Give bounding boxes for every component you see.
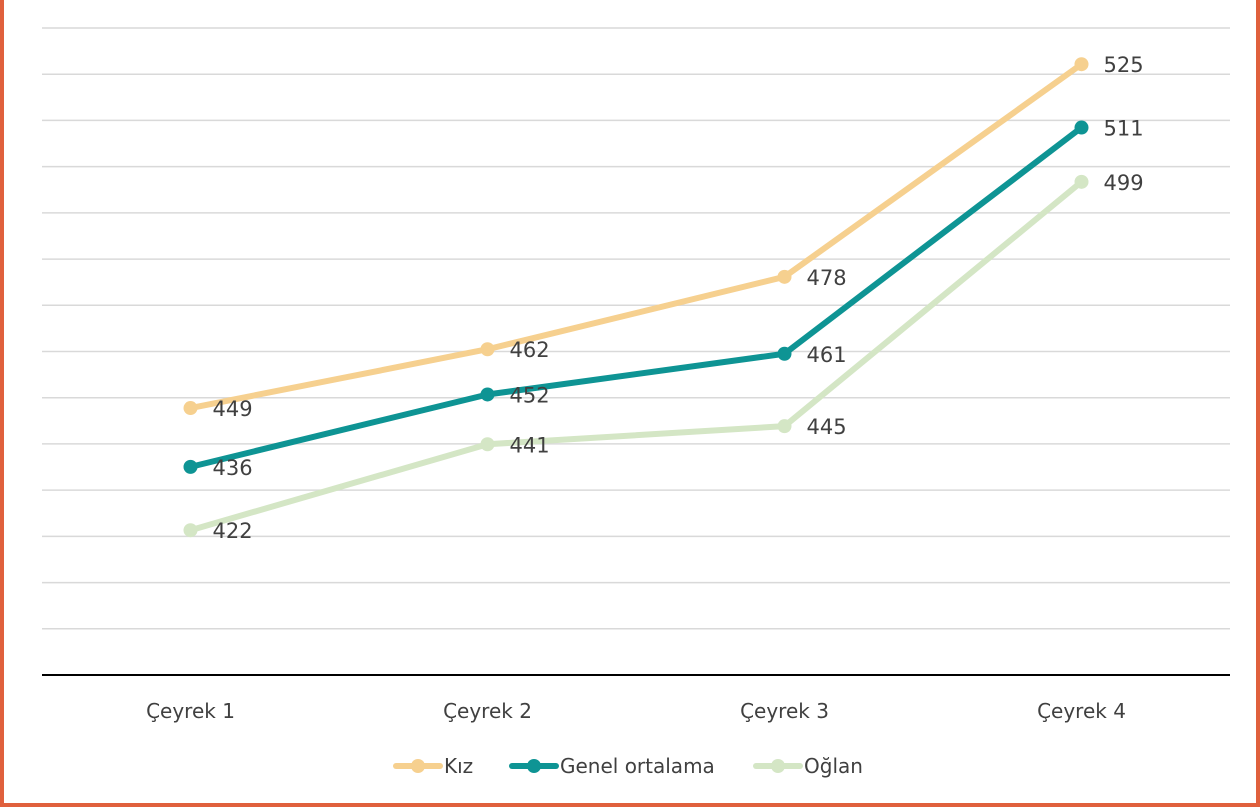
data-label: 445 <box>807 415 847 439</box>
legend-label: Oğlan <box>804 754 863 778</box>
data-label: 511 <box>1104 117 1144 141</box>
legend-marker <box>411 759 425 773</box>
data-label: 422 <box>213 519 253 543</box>
data-point <box>183 459 198 474</box>
legend-label: Kız <box>444 754 473 778</box>
data-point <box>183 401 198 416</box>
data-point <box>777 346 792 361</box>
legend-label: Genel ortalama <box>560 754 715 778</box>
data-point <box>480 387 495 402</box>
data-label: 462 <box>510 338 550 362</box>
data-label: 478 <box>807 266 847 290</box>
data-point <box>1074 57 1089 72</box>
series-line <box>187 61 1085 412</box>
series-line <box>187 178 1085 534</box>
data-point <box>480 342 495 357</box>
x-tick-label: Çeyrek 4 <box>1037 699 1126 723</box>
legend-marker <box>527 759 541 773</box>
x-tick-label: Çeyrek 2 <box>443 699 532 723</box>
x-tick-label: Çeyrek 1 <box>146 699 235 723</box>
data-label: 499 <box>1104 171 1144 195</box>
data-label: 441 <box>510 433 550 457</box>
data-point <box>1074 120 1089 135</box>
data-point <box>480 437 495 452</box>
x-axis: Çeyrek 1 Çeyrek 2 Çeyrek 3 Çeyrek 4 <box>42 674 1230 723</box>
data-point <box>183 523 198 538</box>
series-line <box>187 124 1085 470</box>
data-label: 452 <box>510 383 550 407</box>
data-point <box>777 419 792 434</box>
data-label: 525 <box>1104 53 1144 77</box>
data-point <box>1074 174 1089 189</box>
legend-marker <box>771 759 785 773</box>
data-label: 461 <box>807 343 847 367</box>
line-chart: Çeyrek 1 Çeyrek 2 Çeyrek 3 Çeyrek 4 4494624… <box>42 27 1230 778</box>
data-label: 436 <box>213 456 253 480</box>
data-labels: 449 462 478 525 436 452 461 511 422 441 445 499 <box>213 53 1144 543</box>
x-tick-label: Çeyrek 3 <box>740 699 829 723</box>
series-lines <box>183 57 1089 538</box>
data-point <box>777 269 792 284</box>
legend: Kız Genel ortalama Oğlan <box>393 754 863 778</box>
data-label: 449 <box>213 397 253 421</box>
